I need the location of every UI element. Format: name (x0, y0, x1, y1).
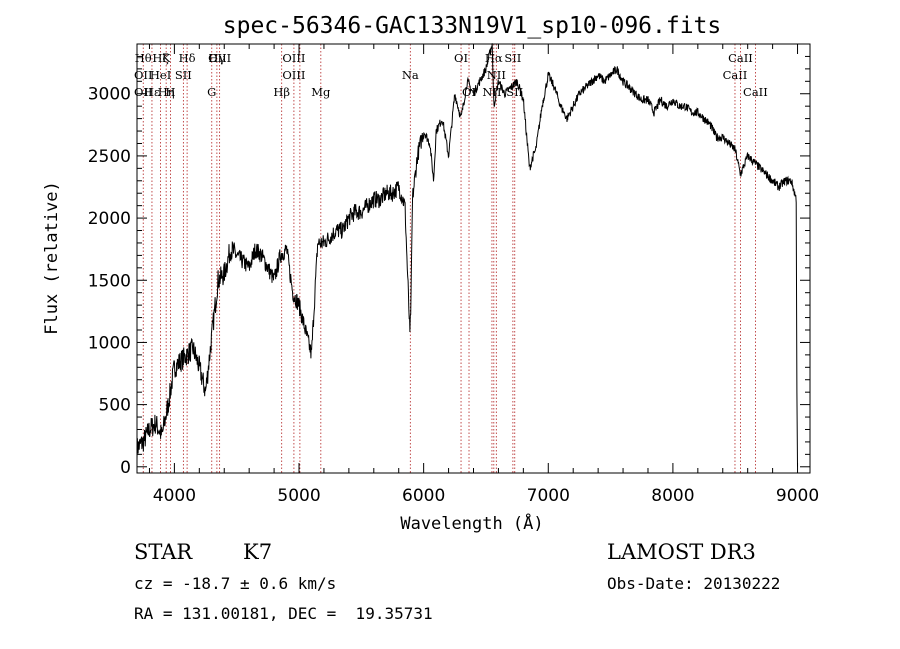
y-tick-label: 2000 (88, 209, 131, 229)
plot-frame (136, 43, 811, 474)
x-tick-label: 9000 (776, 486, 819, 506)
spectral-line-label: K (162, 51, 171, 65)
spectral-line-label: G (207, 85, 216, 99)
spectral-line-label: HeI (150, 68, 171, 82)
spectral-line-label: Mg (311, 85, 331, 99)
spectral-line-label: Hε (144, 85, 160, 99)
chart-title: spec-56346-GAC133N19V1_sp10-096.fits (223, 13, 722, 39)
spectral-line-label: Hζ (152, 51, 168, 65)
spectral-line-label: H (165, 85, 175, 99)
spectral-line-label: OI (454, 51, 468, 65)
y-tick-label: 1000 (88, 333, 131, 353)
spectral-line-label: Hη (158, 85, 175, 99)
spectral-line-label: Hδ (179, 51, 196, 65)
x-tick-label: 7000 (527, 486, 570, 506)
y-tick-label: 2500 (88, 147, 131, 167)
spectral-line-label: Hγ (208, 51, 225, 65)
spectrum-series-line (136, 43, 798, 467)
spectral-line-label: OII (134, 85, 153, 99)
spectral-line-label: Hθ (135, 51, 152, 65)
observation-date: Obs-Date: 20130222 (607, 574, 781, 593)
x-tick-label: 5000 (277, 486, 320, 506)
spectral-line-label: SII (504, 51, 521, 65)
y-tick-label: 3000 (88, 85, 131, 105)
spectral-line-label: NII (487, 68, 506, 82)
spectral-line-label: Hα (485, 51, 503, 65)
spectral-line-label: OIII (208, 51, 231, 65)
spectral-line-label: CaII (728, 51, 753, 65)
spectral-line-label: CaII (723, 68, 748, 82)
x-tick-label: 6000 (402, 486, 445, 506)
spectral-line-label: CaII (743, 85, 768, 99)
x-tick-label: 8000 (651, 486, 694, 506)
redshift-cz: cz = -18.7 ± 0.6 km/s (134, 574, 337, 593)
y-tick-label: 1500 (88, 271, 131, 291)
y-tick-label: 500 (99, 396, 131, 416)
y-tick-label: 0 (120, 458, 131, 478)
spectral-line-label: SII (175, 68, 192, 82)
spectral-line-label: OIII (282, 51, 305, 65)
spectral-line-label: NII (482, 85, 501, 99)
survey-name: LAMOST DR3 (607, 540, 756, 564)
axis-ticks: 4000 5000 6000 7000 8000 9000 0 500 1000 1500 2000… (88, 44, 819, 506)
object-class: STAR (134, 540, 193, 564)
object-subclass: K7 (243, 540, 273, 564)
ra-dec: RA = 131.00181, DEC = 19.35731 (134, 604, 433, 623)
x-tick-label: 4000 (153, 486, 196, 506)
spectral-line-label: Hβ (273, 85, 290, 99)
x-axis-label: Wavelength (Å) (400, 512, 543, 534)
spectral-line-label: Na (402, 68, 419, 82)
spectral-line-markers: HθOIIOIIHεHζHeIKHηHSIIHδGHγOIIIHβOIIIOII… (134, 44, 768, 473)
y-axis-label: Flux (relative) (42, 181, 62, 335)
spectral-line-label: OII (134, 68, 153, 82)
spectral-line-label: OIII (282, 68, 305, 82)
